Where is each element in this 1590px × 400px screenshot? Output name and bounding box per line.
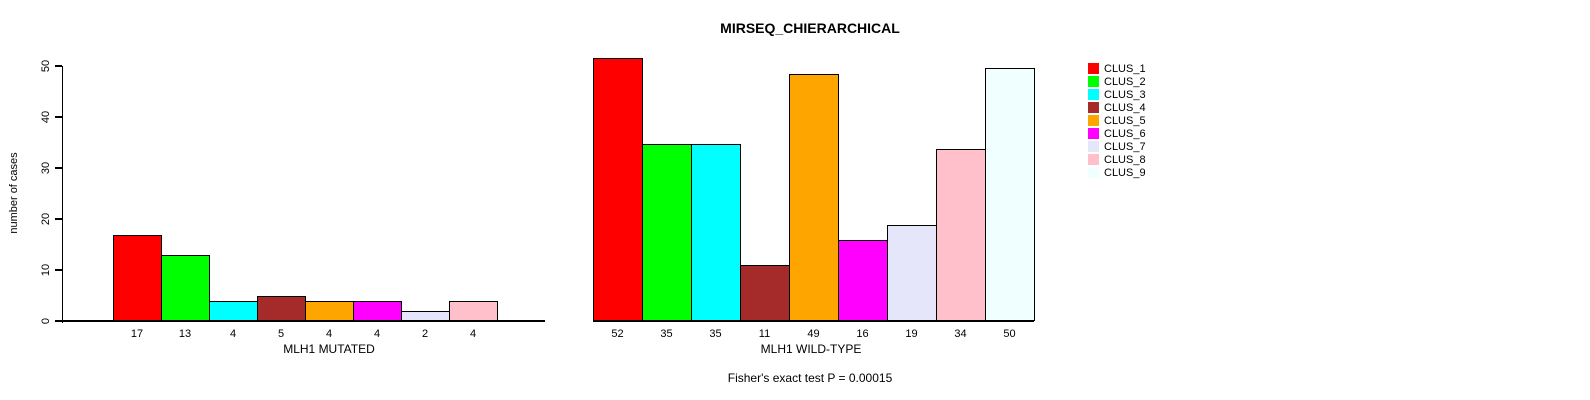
bar-clus_9 [985,68,1035,321]
bar-clus_8 [936,149,986,321]
y-tick-label: 50 [40,59,52,73]
legend-swatch-clus_3 [1088,89,1099,100]
legend-label: CLUS_4 [1104,101,1146,114]
bar-value-label: 19 [905,328,918,340]
legend-label: CLUS_7 [1104,140,1146,153]
legend-swatch-clus_6 [1088,128,1099,139]
legend-swatch-clus_4 [1088,102,1099,113]
y-tick-label: 20 [40,212,52,226]
bar-clus_6 [838,240,888,321]
legend-swatch-clus_2 [1088,76,1099,87]
legend-item-clus_5: CLUS_5 [1088,114,1146,127]
legend-item-clus_6: CLUS_6 [1088,127,1146,140]
legend-item-clus_4: CLUS_4 [1088,101,1146,114]
bar-value-label: 52 [611,328,624,340]
bar-value-label: 34 [954,328,967,340]
legend-swatch-clus_7 [1088,141,1099,152]
bar-clus_4 [257,296,306,321]
bar-clus_4 [740,265,790,321]
chart-title: MIRSEQ_CHIERARCHICAL [720,20,900,36]
bar-value-label: 13 [178,328,192,340]
bar-value-label: 35 [660,328,673,340]
fisher-test-annotation: Fisher's exact test P = 0.00015 [727,371,893,385]
y-axis-line [61,66,63,323]
legend-label: CLUS_6 [1104,127,1146,140]
legend-swatch-clus_1 [1088,63,1099,74]
y-tick-label: 40 [40,110,52,124]
legend-item-clus_1: CLUS_1 [1088,62,1146,75]
bar-value-label: 4 [229,328,237,340]
legend-item-clus_9: CLUS_9 [1088,166,1146,179]
legend-label: CLUS_3 [1104,88,1146,101]
y-axis-tick [54,320,62,322]
bar-value-label: 49 [807,328,820,340]
legend-label: CLUS_5 [1104,114,1146,127]
y-tick-label: 10 [40,263,52,277]
bar-clus_1 [593,58,643,321]
legend-item-clus_3: CLUS_3 [1088,88,1146,101]
bar-value-label: 16 [856,328,869,340]
bar-clus_6 [353,301,402,321]
bar-clus_7 [887,225,937,321]
bar-clus_7 [401,311,450,321]
y-axis-tick [54,65,62,67]
x-axis-label-mlh1-mutated: MLH1 MUTATED [283,342,375,356]
bar-clus_2 [642,144,692,321]
legend-label: CLUS_2 [1104,75,1146,88]
bar-clus_3 [209,301,258,321]
bar-clus_3 [691,144,741,321]
bar-value-label: 35 [709,328,722,340]
bar-clus_2 [161,255,210,321]
y-axis-tick [54,167,62,169]
y-tick-label: 0 [40,317,52,325]
legend-swatch-clus_5 [1088,115,1099,126]
x-baseline [62,320,545,322]
y-axis-title: number of cases [8,152,20,234]
x-baseline [593,320,1034,322]
bar-value-label: 4 [469,328,477,340]
legend-item-clus_8: CLUS_8 [1088,153,1146,166]
bar-value-label: 5 [277,328,285,340]
x-axis-label-mlh1-wild-type: MLH1 WILD-TYPE [760,342,862,356]
bar-value-label: 4 [325,328,333,340]
legend-item-clus_2: CLUS_2 [1088,75,1146,88]
legend-label: CLUS_1 [1104,62,1146,75]
legend-item-clus_7: CLUS_7 [1088,140,1146,153]
bar-clus_5 [305,301,354,321]
y-axis-tick [54,218,62,220]
y-tick-label: 30 [40,161,52,175]
y-axis-tick [54,116,62,118]
legend-swatch-clus_8 [1088,154,1099,165]
bar-clus_5 [789,74,839,321]
legend-label: CLUS_9 [1104,166,1146,179]
legend-label: CLUS_8 [1104,153,1146,166]
bar-value-label: 4 [373,328,381,340]
legend: CLUS_1 CLUS_2 CLUS_3 CLUS_4 CLUS_5 CLUS_6 CLUS… [1088,62,1146,179]
bar-clus_1 [113,235,162,321]
bar-clus_8 [449,301,498,321]
bar-value-label: 17 [130,328,144,340]
legend-swatch-clus_9 [1088,167,1099,178]
y-axis-tick [54,269,62,271]
bar-value-label: 11 [758,328,771,340]
bar-value-label: 2 [421,328,429,340]
bar-value-label: 50 [1003,328,1016,340]
